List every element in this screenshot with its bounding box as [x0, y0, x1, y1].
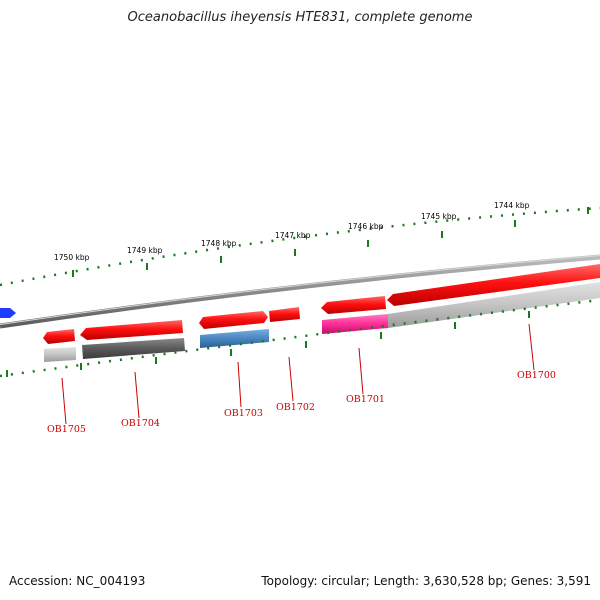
feature-ob1701-cog[interactable]	[322, 314, 388, 334]
kbp-label-1750: 1750 kbp	[54, 253, 90, 262]
accession-text: Accession: NC_004193	[9, 574, 146, 588]
feature-ob1703-cog[interactable]	[200, 329, 269, 348]
blue-feature[interactable]	[0, 308, 16, 318]
feature-ob1704[interactable]	[80, 320, 183, 340]
kbp-label-1747: 1747 kbp	[275, 231, 311, 240]
gene-label-ob1700[interactable]: OB1700	[517, 370, 556, 381]
feature-ob1700-cog[interactable]	[388, 282, 600, 328]
forward-features	[43, 264, 600, 344]
label-leaders	[61, 323, 535, 425]
feature-ob1705-cog[interactable]	[44, 347, 76, 362]
kbp-label-1745: 1745 kbp	[421, 212, 457, 221]
genome-summary-text: Topology: circular; Length: 3,630,528 bp…	[261, 574, 591, 588]
kbp-label-1748: 1748 kbp	[201, 239, 237, 248]
leader-ob1701	[358, 347, 364, 395]
gene-label-ob1701[interactable]: OB1701	[346, 394, 385, 405]
reverse-features	[44, 282, 600, 362]
feature-ob1704-cog[interactable]	[82, 338, 185, 359]
leader-ob1704	[134, 371, 140, 419]
kbp-label-1749: 1749 kbp	[127, 246, 163, 255]
gene-label-ob1702[interactable]: OB1702	[276, 402, 315, 413]
outer-scale	[0, 206, 600, 287]
gene-label-ob1705[interactable]: OB1705	[47, 424, 86, 435]
leader-ob1700	[528, 323, 535, 371]
inner-scale	[0, 298, 600, 378]
backbone	[0, 254, 600, 329]
map-title: Oceanobacillus iheyensis HTE831, complet…	[127, 10, 473, 25]
feature-ob1705[interactable]	[43, 329, 75, 344]
kbp-labels: 1750 kbp 1749 kbp 1748 kbp 1747 kbp 1746…	[54, 201, 530, 262]
gene-label-ob1704[interactable]: OB1704	[121, 418, 160, 429]
backbone-highlight	[0, 255, 600, 325]
leader-ob1705	[61, 377, 67, 425]
kbp-label-1746: 1746 kbp	[348, 222, 384, 231]
feature-ob1701[interactable]	[321, 296, 386, 314]
gene-labels: OB1705 OB1704 OB1703 OB1702 OB1701 OB170…	[47, 370, 556, 435]
leader-ob1703	[237, 361, 242, 408]
kbp-label-1744: 1744 kbp	[494, 201, 530, 210]
feature-ob1703[interactable]	[199, 311, 268, 329]
feature-ob1700[interactable]	[387, 264, 600, 306]
feature-ob1702[interactable]	[269, 307, 300, 322]
gene-label-ob1703[interactable]: OB1703	[224, 408, 263, 419]
leader-ob1702	[288, 356, 294, 402]
